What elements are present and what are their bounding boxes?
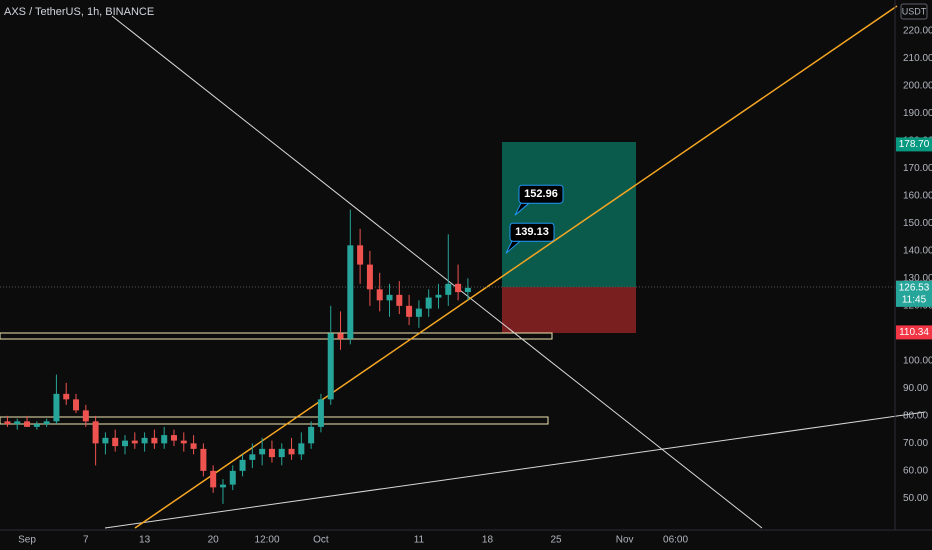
x-tick-label: 18 [482, 535, 494, 546]
candle-body [170, 435, 177, 441]
candle-body [268, 448, 275, 458]
candle-body [200, 448, 207, 471]
x-tick-label: 25 [550, 535, 562, 546]
candle-body [288, 448, 295, 455]
y-tick-label: 130.00 [903, 273, 932, 284]
candle-body [161, 435, 168, 444]
candle-body [229, 470, 236, 485]
y-tick-label: 160.00 [903, 190, 932, 201]
candle-body [190, 443, 197, 449]
candle-body [210, 470, 217, 488]
callout-box [518, 184, 564, 204]
candle-body [455, 283, 462, 293]
candle-body [317, 399, 324, 427]
callout-label: 139.13 [515, 226, 549, 238]
y-tick-label: 170.00 [903, 163, 932, 174]
candle-body [219, 484, 226, 488]
candle-body [298, 443, 305, 455]
candle-body [82, 410, 89, 422]
x-tick-label: 06:00 [663, 535, 688, 546]
candle-body [337, 333, 344, 339]
candle-body [141, 437, 148, 444]
candle-body [396, 294, 403, 306]
candle-body [249, 454, 256, 460]
x-tick-label: 11 [414, 535, 425, 546]
candle-body [180, 440, 187, 444]
y-tick-label: 90.00 [903, 383, 928, 394]
x-tick-label: 7 [83, 535, 89, 546]
callout-box [509, 222, 555, 242]
candle-body [327, 333, 334, 400]
candle-body [4, 421, 11, 425]
trend-line [111, 15, 763, 529]
chart-title: AXS / TetherUS, 1h, BINANCE [4, 6, 154, 18]
candle-body [92, 421, 99, 444]
price-marker [896, 325, 932, 340]
x-tick-label: 12:00 [255, 535, 280, 546]
candle-body [14, 421, 21, 425]
loss-zone [502, 287, 636, 333]
profit-zone [502, 142, 636, 287]
price-marker-label: 110.34 [899, 327, 929, 338]
price-marker-label: 126.53 [899, 283, 930, 294]
candle-body [386, 294, 393, 301]
y-tick-label: 100.00 [903, 355, 932, 366]
candle-body [259, 448, 266, 455]
y-tick-label: 190.00 [903, 108, 932, 119]
candle-body [347, 245, 354, 339]
candle-body [102, 437, 109, 444]
candle-body [366, 264, 373, 290]
x-tick-label: Sep [18, 535, 36, 546]
candle-body [445, 283, 452, 295]
price-marker [896, 137, 932, 152]
candle-body [43, 421, 50, 425]
candle-body [73, 399, 80, 411]
support-zone [0, 332, 553, 340]
candle-body [112, 437, 119, 447]
currency-box [900, 3, 928, 20]
price-marker-label: 178.70 [899, 139, 930, 150]
y-tick-label: 70.00 [903, 438, 928, 449]
candle-body [278, 448, 285, 458]
trend-line [104, 411, 926, 529]
candle-body [33, 424, 40, 427]
candle-body [376, 289, 383, 301]
candle-body [415, 308, 422, 317]
y-tick-label: 140.00 [903, 245, 932, 256]
y-tick-label: 220.00 [903, 25, 932, 36]
candle-body [406, 305, 413, 317]
x-tick-label: Oct [313, 535, 329, 546]
y-tick-label: 80.00 [903, 410, 928, 421]
candle-body [151, 437, 158, 444]
x-tick-label: 20 [208, 535, 220, 546]
candle-body [131, 440, 138, 444]
candle-body [357, 245, 364, 265]
candle-body [239, 459, 246, 471]
candle-body [425, 297, 432, 309]
candle-body [53, 393, 60, 422]
x-tick-label: Nov [616, 535, 634, 546]
price-marker [896, 280, 932, 307]
y-tick-label: 60.00 [903, 466, 928, 477]
x-tick-label: 13 [139, 535, 151, 546]
candle-body [63, 393, 70, 400]
candle-body [122, 440, 129, 447]
candle-body [308, 426, 315, 444]
y-tick-label: 210.00 [903, 53, 932, 64]
countdown: 11:45 [902, 295, 927, 306]
y-tick-label: 50.00 [903, 493, 928, 504]
candle-body [435, 294, 442, 298]
candle-body [464, 287, 471, 293]
y-tick-label: 150.00 [903, 218, 932, 229]
candle-body [24, 421, 31, 427]
currency: USDT [902, 6, 927, 16]
callout-label: 152.96 [524, 188, 558, 200]
support-zone [0, 416, 549, 425]
y-tick-label: 200.00 [903, 80, 932, 91]
